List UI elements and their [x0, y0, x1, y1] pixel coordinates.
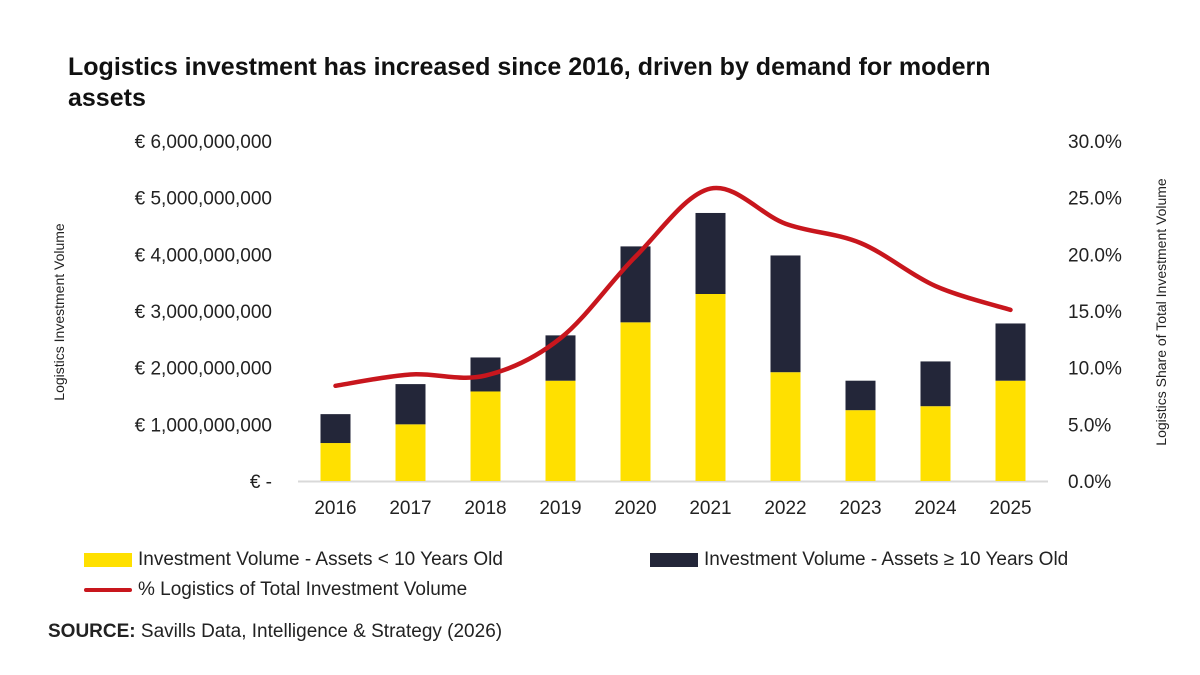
y-tick-label: € 4,000,000,000 — [135, 245, 272, 266]
bar-old-2025 — [995, 323, 1026, 381]
y-tick-label: € - — [250, 472, 272, 493]
bar-young-2019 — [545, 380, 576, 481]
bar-young-2024 — [920, 406, 951, 481]
x-tick-label: 2022 — [764, 498, 806, 519]
x-tick-label: 2016 — [314, 498, 356, 519]
x-tick-label: 2025 — [989, 498, 1031, 519]
legend-item-old: Investment Volume - Assets ≥ 10 Years Ol… — [650, 549, 1068, 571]
bar-young-2025 — [995, 380, 1026, 481]
chart-title: Logistics investment has increased since… — [68, 53, 991, 112]
bar-old-2017 — [395, 384, 426, 425]
x-tick-label: 2020 — [614, 498, 656, 519]
x-tick-label: 2023 — [839, 498, 881, 519]
legend-label-old: Investment Volume - Assets ≥ 10 Years Ol… — [704, 549, 1069, 570]
legend-swatch-line — [84, 588, 132, 592]
share-line — [333, 185, 1013, 389]
y-tick-label: € 1,000,000,000 — [135, 415, 272, 436]
bar-young-2023 — [845, 410, 876, 481]
bar-old-2024 — [920, 361, 951, 407]
bar-young-2018 — [470, 391, 501, 481]
legend-swatch-young — [84, 553, 132, 567]
y-tick-label: € 2,000,000,000 — [135, 359, 272, 380]
x-tick-label: 2017 — [389, 498, 431, 519]
y-axis-label: Logistics Investment Volume — [51, 223, 67, 401]
source-label: SOURCE: — [48, 621, 136, 642]
bar-young-2020 — [620, 322, 651, 481]
legend-item-line: % Logistics of Total Investment Volume — [84, 579, 467, 601]
y2-tick-label: 30.0% — [1068, 132, 1122, 153]
legend-swatch-old — [650, 553, 698, 567]
x-tick-label: 2024 — [914, 498, 957, 519]
bar-old-2023 — [845, 380, 876, 411]
source-text: Savills Data, Intelligence & Strategy (2… — [135, 621, 503, 642]
legend-label-line: % Logistics of Total Investment Volume — [138, 579, 468, 600]
x-tick-label: 2021 — [689, 498, 731, 519]
x-tick-label: 2018 — [464, 498, 506, 519]
bar-old-2016 — [320, 414, 351, 444]
y2-tick-label: 10.0% — [1068, 359, 1122, 380]
bar-young-2021 — [695, 294, 726, 481]
y2-axis-label: Logistics Share of Total Investment Volu… — [1153, 178, 1169, 446]
bar-old-2022 — [770, 255, 801, 373]
y2-tick-label: 5.0% — [1068, 415, 1111, 436]
source-note: SOURCE: Savills Data, Intelligence & Str… — [48, 621, 502, 643]
y-tick-label: € 3,000,000,000 — [135, 302, 272, 323]
y-tick-label: € 6,000,000,000 — [135, 132, 272, 153]
y2-tick-label: 0.0% — [1068, 472, 1111, 493]
bar-young-2022 — [770, 372, 801, 481]
bar-old-2021 — [695, 212, 726, 294]
y-tick-label: € 5,000,000,000 — [135, 189, 272, 210]
bar-young-2016 — [320, 443, 351, 481]
legend-label-young: Investment Volume - Assets < 10 Years Ol… — [138, 549, 503, 570]
y2-tick-label: 20.0% — [1068, 245, 1122, 266]
x-tick-label: 2019 — [539, 498, 581, 519]
bar-old-2019 — [545, 335, 576, 381]
y2-tick-label: 15.0% — [1068, 302, 1122, 323]
legend-item-young: Investment Volume - Assets < 10 Years Ol… — [84, 549, 503, 571]
bar-young-2017 — [395, 424, 426, 481]
y2-tick-label: 25.0% — [1068, 189, 1122, 210]
